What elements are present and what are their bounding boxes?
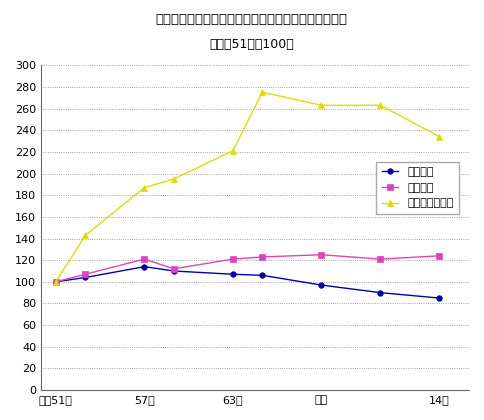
従業者数 <box>171 266 177 271</box>
従業者数 <box>53 279 59 284</box>
年間商品販売額 <box>82 233 88 238</box>
従業者数 <box>378 257 383 262</box>
従業者数 <box>141 257 147 262</box>
年間商品販売額 <box>230 148 236 153</box>
年間商品販売額 <box>259 90 265 95</box>
年間商品販売額 <box>378 103 383 108</box>
従業者数 <box>318 252 324 257</box>
Line: 従業者数: 従業者数 <box>53 252 442 285</box>
事業所数 <box>378 290 383 295</box>
年間商品販売額 <box>53 279 59 284</box>
従業者数 <box>82 272 88 277</box>
従業者数 <box>259 255 265 260</box>
従業者数 <box>437 253 442 258</box>
事業所数 <box>259 273 265 278</box>
事業所数 <box>318 283 324 288</box>
Line: 事業所数: 事業所数 <box>53 264 442 301</box>
事業所数 <box>141 264 147 269</box>
事業所数 <box>230 272 236 277</box>
事業所数 <box>82 275 88 280</box>
事業所数 <box>171 268 177 273</box>
年間商品販売額 <box>171 176 177 181</box>
年間商品販売額 <box>318 103 324 108</box>
事業所数 <box>53 279 59 284</box>
Legend: 事業所数, 従業者数, 年間商品販売額: 事業所数, 従業者数, 年間商品販売額 <box>376 162 459 214</box>
年間商品販売額 <box>437 134 442 139</box>
従業者数 <box>230 257 236 262</box>
事業所数 <box>437 296 442 301</box>
Text: 図－１　事業所数・従業者数・年間商品販売額の推移: 図－１ 事業所数・従業者数・年間商品販売額の推移 <box>156 13 348 26</box>
年間商品販売額 <box>141 185 147 190</box>
Line: 年間商品販売額: 年間商品販売額 <box>53 89 442 285</box>
Text: （昭和51年＝100）: （昭和51年＝100） <box>209 38 294 51</box>
